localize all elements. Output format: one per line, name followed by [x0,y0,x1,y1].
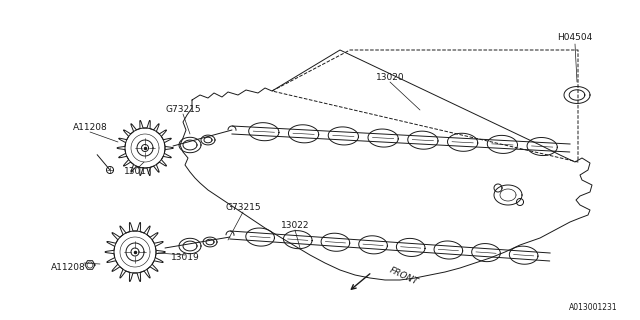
Text: FRONT: FRONT [388,265,420,287]
Text: 13022: 13022 [281,221,309,230]
Text: 13020: 13020 [376,74,404,83]
Text: A013001231: A013001231 [569,303,618,313]
Text: 13019: 13019 [171,253,200,262]
Text: H04504: H04504 [557,34,593,43]
Text: A11208: A11208 [51,262,85,271]
Text: G73215: G73215 [165,106,201,115]
Text: 13017: 13017 [124,167,152,177]
Text: A11208: A11208 [72,124,108,132]
Text: G73215: G73215 [225,204,261,212]
